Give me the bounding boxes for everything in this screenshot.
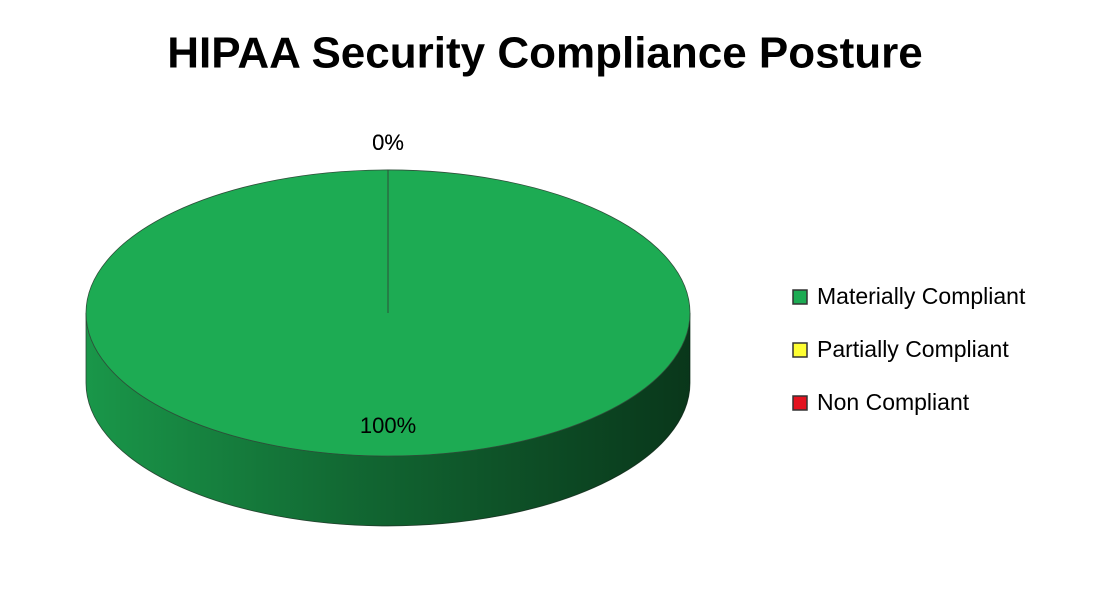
data-label: 0%	[372, 130, 404, 155]
data-label: 0%	[372, 130, 404, 155]
legend-swatch	[792, 395, 808, 411]
legend-label: Materially Compliant	[817, 283, 1026, 309]
data-label: 100%	[360, 413, 416, 438]
chart-title: HIPAA Security Compliance Posture	[167, 29, 923, 78]
legend-swatch	[792, 342, 808, 358]
legend-label: Partially Compliant	[817, 336, 1009, 362]
legend-label: Non Compliant	[817, 389, 970, 415]
legend-swatch	[792, 289, 808, 305]
side-shading	[86, 313, 690, 526]
